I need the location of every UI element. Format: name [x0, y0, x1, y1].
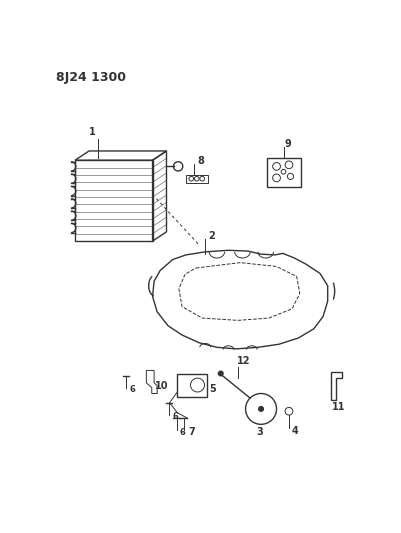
Circle shape — [218, 371, 223, 376]
Text: 11: 11 — [331, 402, 344, 413]
Text: 4: 4 — [291, 426, 298, 436]
Text: 10: 10 — [155, 381, 168, 391]
Circle shape — [258, 407, 263, 411]
Text: 7: 7 — [187, 427, 194, 437]
Text: 8J24 1300: 8J24 1300 — [55, 70, 125, 84]
Text: 8: 8 — [196, 156, 204, 166]
Text: 9: 9 — [284, 139, 290, 149]
Text: 3: 3 — [255, 427, 262, 437]
Text: 6: 6 — [129, 385, 135, 394]
Text: 1: 1 — [89, 127, 95, 138]
Text: 12: 12 — [237, 356, 250, 366]
Text: 6: 6 — [172, 412, 178, 421]
Text: 2: 2 — [208, 231, 214, 241]
Text: 5: 5 — [209, 384, 216, 394]
Text: 6: 6 — [179, 427, 185, 437]
